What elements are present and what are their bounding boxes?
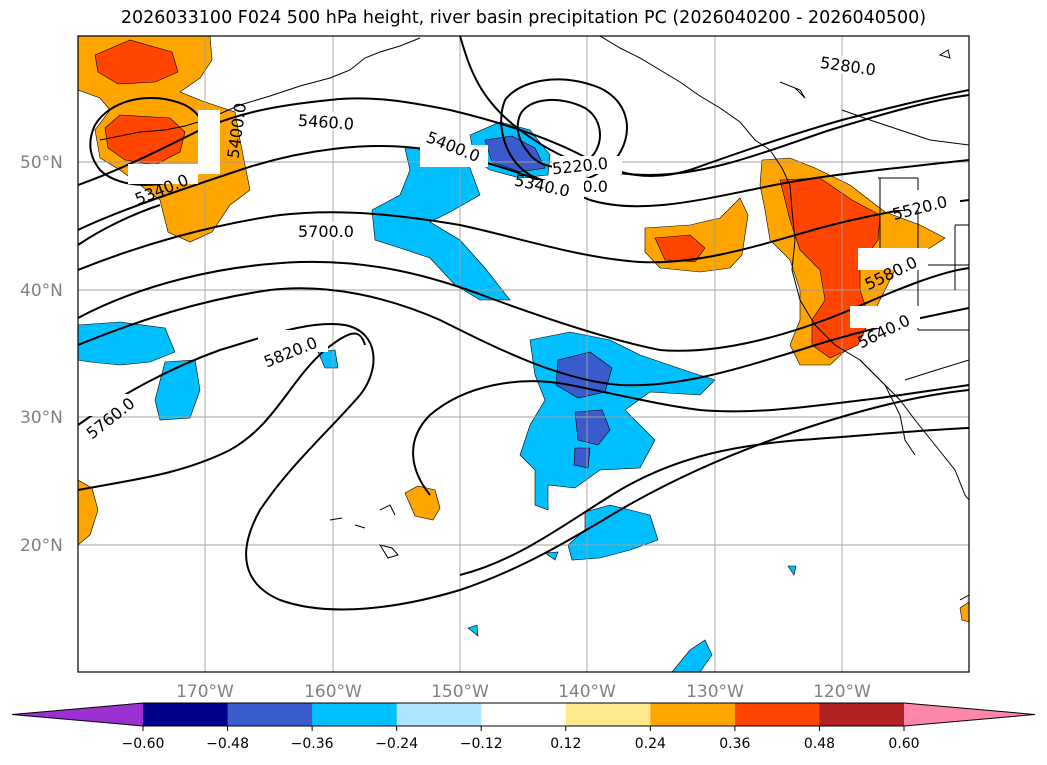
colorbar-tick-label: −0.60: [122, 736, 165, 752]
negative-anomaly-region: [567, 504, 659, 561]
high-positive-region: [104, 114, 186, 166]
colorbar: −0.60 −0.48 −0.36 −0.24 −0.12 0.12 0.24 0.36 0.4…: [11, 702, 1036, 752]
positive-anomaly-region: [404, 485, 441, 521]
high-positive-region: [94, 39, 179, 85]
positive-anomaly-region: [959, 601, 969, 623]
negative-anomaly-region: [787, 565, 797, 576]
colorbar-segment: [734, 703, 820, 726]
colorbar-extend-low: [12, 703, 143, 726]
coastlines: [99, 36, 969, 601]
colorbar-tick-label: 0.24: [635, 736, 666, 752]
high-positive-region: [654, 234, 706, 263]
negative-anomaly-region: [544, 551, 559, 561]
colorbar-tick-label: 0.48: [804, 736, 835, 752]
colorbar-segment: [312, 703, 398, 726]
lon-label-120w: 120°W: [813, 682, 871, 702]
lat-label-40n: 40°N: [20, 281, 63, 301]
map-area: 5280.0 5460.0 5400.0 5340.0 5400.0 5220.…: [78, 36, 969, 672]
colorbar-tick-label: −0.24: [375, 736, 418, 752]
colorbar-extend-high: [904, 703, 1035, 726]
colorbar-tick-label: −0.48: [206, 736, 249, 752]
contour-labels: 5280.0 5460.0 5400.0 5340.0 5400.0 5220.…: [80, 53, 960, 443]
map-title: 2026033100 F024 500 hPa height, river ba…: [120, 8, 927, 28]
strong-negative-region: [574, 409, 611, 446]
colorbar-tick-label: 0.36: [719, 736, 750, 752]
colorbar-segment: [565, 703, 651, 726]
contour-label: 5460.0: [297, 111, 354, 134]
negative-anomaly-region: [467, 624, 479, 637]
lat-label-50n: 50°N: [20, 153, 63, 173]
map-frame: [77, 35, 970, 673]
colorbar-tick-label: 0.12: [550, 736, 581, 752]
lat-label-30n: 30°N: [20, 408, 63, 428]
colorbar-tick-label: −0.36: [291, 736, 334, 752]
colorbar-segment: [481, 703, 567, 726]
lon-label-170w: 170°W: [176, 682, 234, 702]
colorbar-segment: [227, 703, 313, 726]
colorbar-segment: [650, 703, 736, 726]
positive-anomaly-region: [78, 479, 99, 546]
contour-label: 5700.0: [298, 222, 354, 241]
colorbar-segment: [819, 703, 905, 726]
lon-label-130w: 130°W: [686, 682, 744, 702]
graticule: [78, 36, 969, 672]
negative-anomaly-region: [671, 639, 713, 672]
longitude-labels: 170°W 160°W 150°W 140°W 130°W 120°W: [176, 682, 871, 702]
colorbar-segment: [396, 703, 482, 726]
latitude-labels: 50°N 40°N 30°N 20°N: [20, 153, 63, 556]
lat-label-20n: 20°N: [20, 536, 63, 556]
lon-label-160w: 160°W: [304, 682, 362, 702]
strong-negative-region: [573, 447, 591, 469]
colorbar-tick-label: −0.12: [460, 736, 503, 752]
lon-label-150w: 150°W: [431, 682, 489, 702]
colorbar-tick-label: 0.60: [888, 736, 919, 752]
colorbar-segment: [143, 703, 229, 726]
lon-label-140w: 140°W: [558, 682, 616, 702]
